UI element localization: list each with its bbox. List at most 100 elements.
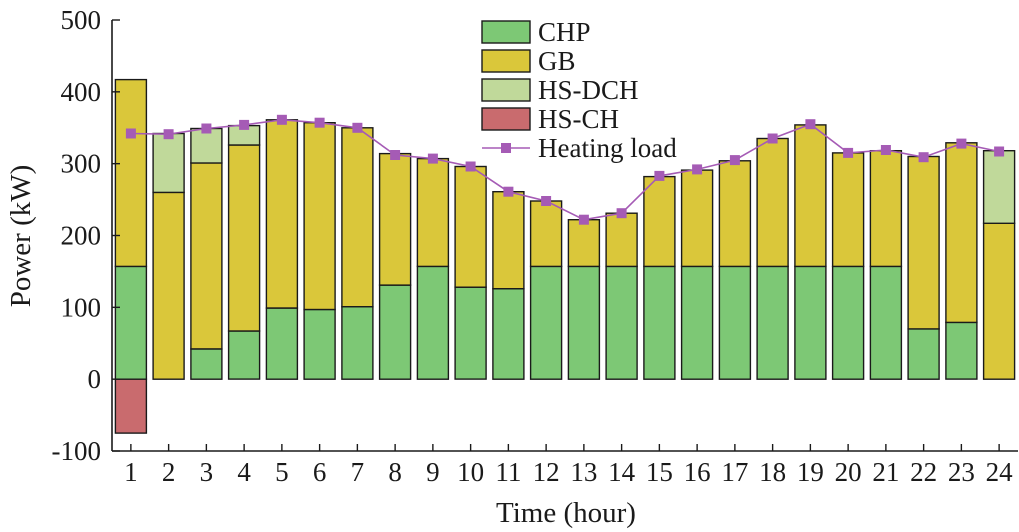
heating-load-marker-23 bbox=[956, 138, 967, 149]
x-tick-label: 5 bbox=[275, 457, 289, 487]
x-tick-label: 4 bbox=[237, 457, 251, 487]
heating-load-marker-6 bbox=[314, 117, 325, 128]
x-tick-label: 12 bbox=[533, 457, 560, 487]
x-tick-label: 21 bbox=[872, 457, 899, 487]
bar-gb-13 bbox=[567, 218, 601, 268]
bar-hs-dch-24 bbox=[982, 149, 1016, 224]
heating-load-marker-16 bbox=[692, 164, 703, 175]
x-tick-label: 11 bbox=[495, 457, 521, 487]
heating-load-layer bbox=[125, 114, 1005, 225]
bar-gb-23 bbox=[945, 142, 978, 324]
y-tick-label: 300 bbox=[61, 149, 102, 179]
bar-gb-18 bbox=[756, 137, 789, 268]
heating-load-marker-13 bbox=[578, 214, 589, 225]
bar-chp-13 bbox=[567, 265, 601, 380]
x-axis-label: Time (hour) bbox=[496, 497, 636, 529]
heating-load-marker-15 bbox=[654, 170, 665, 181]
bar-chp-19 bbox=[794, 265, 827, 380]
heating-load-marker-8 bbox=[390, 150, 401, 160]
heating-load-marker-4 bbox=[239, 119, 250, 130]
bar-gb-2 bbox=[152, 191, 185, 380]
bar-chp-22 bbox=[907, 328, 940, 380]
x-tick-label: 6 bbox=[313, 457, 327, 487]
x-tick-label: 24 bbox=[986, 457, 1014, 487]
bar-chp-20 bbox=[831, 265, 865, 380]
bar-gb-5 bbox=[265, 119, 299, 309]
bar-chp-7 bbox=[341, 305, 374, 380]
heating-load-marker-14 bbox=[616, 208, 627, 219]
bar-gb-22 bbox=[907, 155, 940, 330]
heating-load-marker-19 bbox=[805, 119, 816, 130]
x-tick-label: 3 bbox=[200, 457, 214, 487]
heating-load-marker-24 bbox=[994, 146, 1005, 157]
heating-load-marker-17 bbox=[729, 155, 740, 166]
bar-chp-10 bbox=[454, 286, 487, 380]
x-tick-label: 1 bbox=[124, 457, 138, 487]
bar-gb-3 bbox=[190, 162, 223, 350]
x-tick-label: 20 bbox=[835, 457, 862, 487]
bar-gb-4 bbox=[227, 144, 261, 332]
bar-gb-8 bbox=[378, 152, 412, 286]
heating-load-line bbox=[130, 118, 1000, 221]
y-tick-label: 500 bbox=[61, 5, 102, 35]
legend-marker-heating-load bbox=[501, 143, 511, 153]
legend-label-hs-ch: HS-CH bbox=[538, 104, 619, 134]
bars-layer bbox=[114, 78, 1016, 434]
bar-chp-5 bbox=[265, 307, 299, 380]
bar-gb-11 bbox=[492, 190, 525, 290]
heating-load-marker-7 bbox=[352, 122, 363, 133]
y-tick-label: 400 bbox=[61, 77, 102, 107]
bar-gb-1 bbox=[114, 78, 148, 268]
x-tick-label: 16 bbox=[684, 457, 711, 487]
x-tick-label: 7 bbox=[351, 457, 365, 487]
y-tick-label: 200 bbox=[61, 221, 102, 251]
x-tick-label: 19 bbox=[797, 457, 824, 487]
bar-chp-16 bbox=[680, 265, 714, 380]
bar-gb-12 bbox=[529, 200, 563, 268]
bar-chp-15 bbox=[643, 265, 676, 380]
bar-gb-9 bbox=[416, 157, 450, 268]
heating-load-marker-18 bbox=[767, 133, 778, 144]
y-axis-label: Power (kW) bbox=[5, 165, 37, 308]
x-tick-label: 13 bbox=[570, 457, 597, 487]
bar-gb-24 bbox=[982, 222, 1016, 380]
heating-load-marker-22 bbox=[918, 152, 929, 163]
legend-label-chp: CHP bbox=[538, 17, 591, 47]
bar-chp-6 bbox=[303, 308, 336, 380]
bar-gb-20 bbox=[831, 152, 865, 268]
legend-swatch-hs-ch bbox=[481, 107, 531, 131]
x-tick-label: 17 bbox=[721, 457, 748, 487]
bar-chp-1 bbox=[114, 265, 148, 380]
bar-gb-6 bbox=[303, 121, 336, 311]
x-tick-label: 23 bbox=[948, 457, 975, 487]
heating-load-marker-12 bbox=[541, 196, 552, 206]
x-tick-label: 9 bbox=[426, 457, 440, 487]
bar-chp-14 bbox=[605, 265, 638, 380]
x-tick-label: 18 bbox=[759, 457, 786, 487]
heating-load-marker-11 bbox=[503, 186, 514, 197]
bar-chp-17 bbox=[718, 265, 752, 380]
bar-gb-17 bbox=[718, 160, 752, 268]
bar-hs-ch-1 bbox=[114, 378, 148, 434]
bar-chp-3 bbox=[190, 348, 223, 380]
heating-load-marker-9 bbox=[427, 153, 438, 164]
x-tick-label: 22 bbox=[910, 457, 937, 487]
bar-gb-16 bbox=[680, 169, 714, 268]
heating-load-marker-21 bbox=[880, 145, 891, 155]
bar-chp-11 bbox=[492, 288, 525, 380]
bar-gb-7 bbox=[341, 127, 374, 308]
bar-chp-8 bbox=[378, 284, 412, 380]
heating-load-marker-10 bbox=[465, 161, 476, 172]
heating-load-marker-20 bbox=[843, 147, 854, 158]
legend-label-hs-dch: HS-DCH bbox=[538, 75, 639, 105]
x-tick-label: 14 bbox=[608, 457, 636, 487]
bar-gb-15 bbox=[643, 175, 676, 268]
heating-load-marker-3 bbox=[201, 123, 212, 134]
bar-gb-19 bbox=[794, 124, 827, 268]
heating-load-marker-1 bbox=[125, 128, 136, 139]
legend-label-gb: GB bbox=[538, 46, 576, 76]
bar-chp-12 bbox=[529, 265, 563, 380]
bar-gb-14 bbox=[605, 212, 638, 268]
